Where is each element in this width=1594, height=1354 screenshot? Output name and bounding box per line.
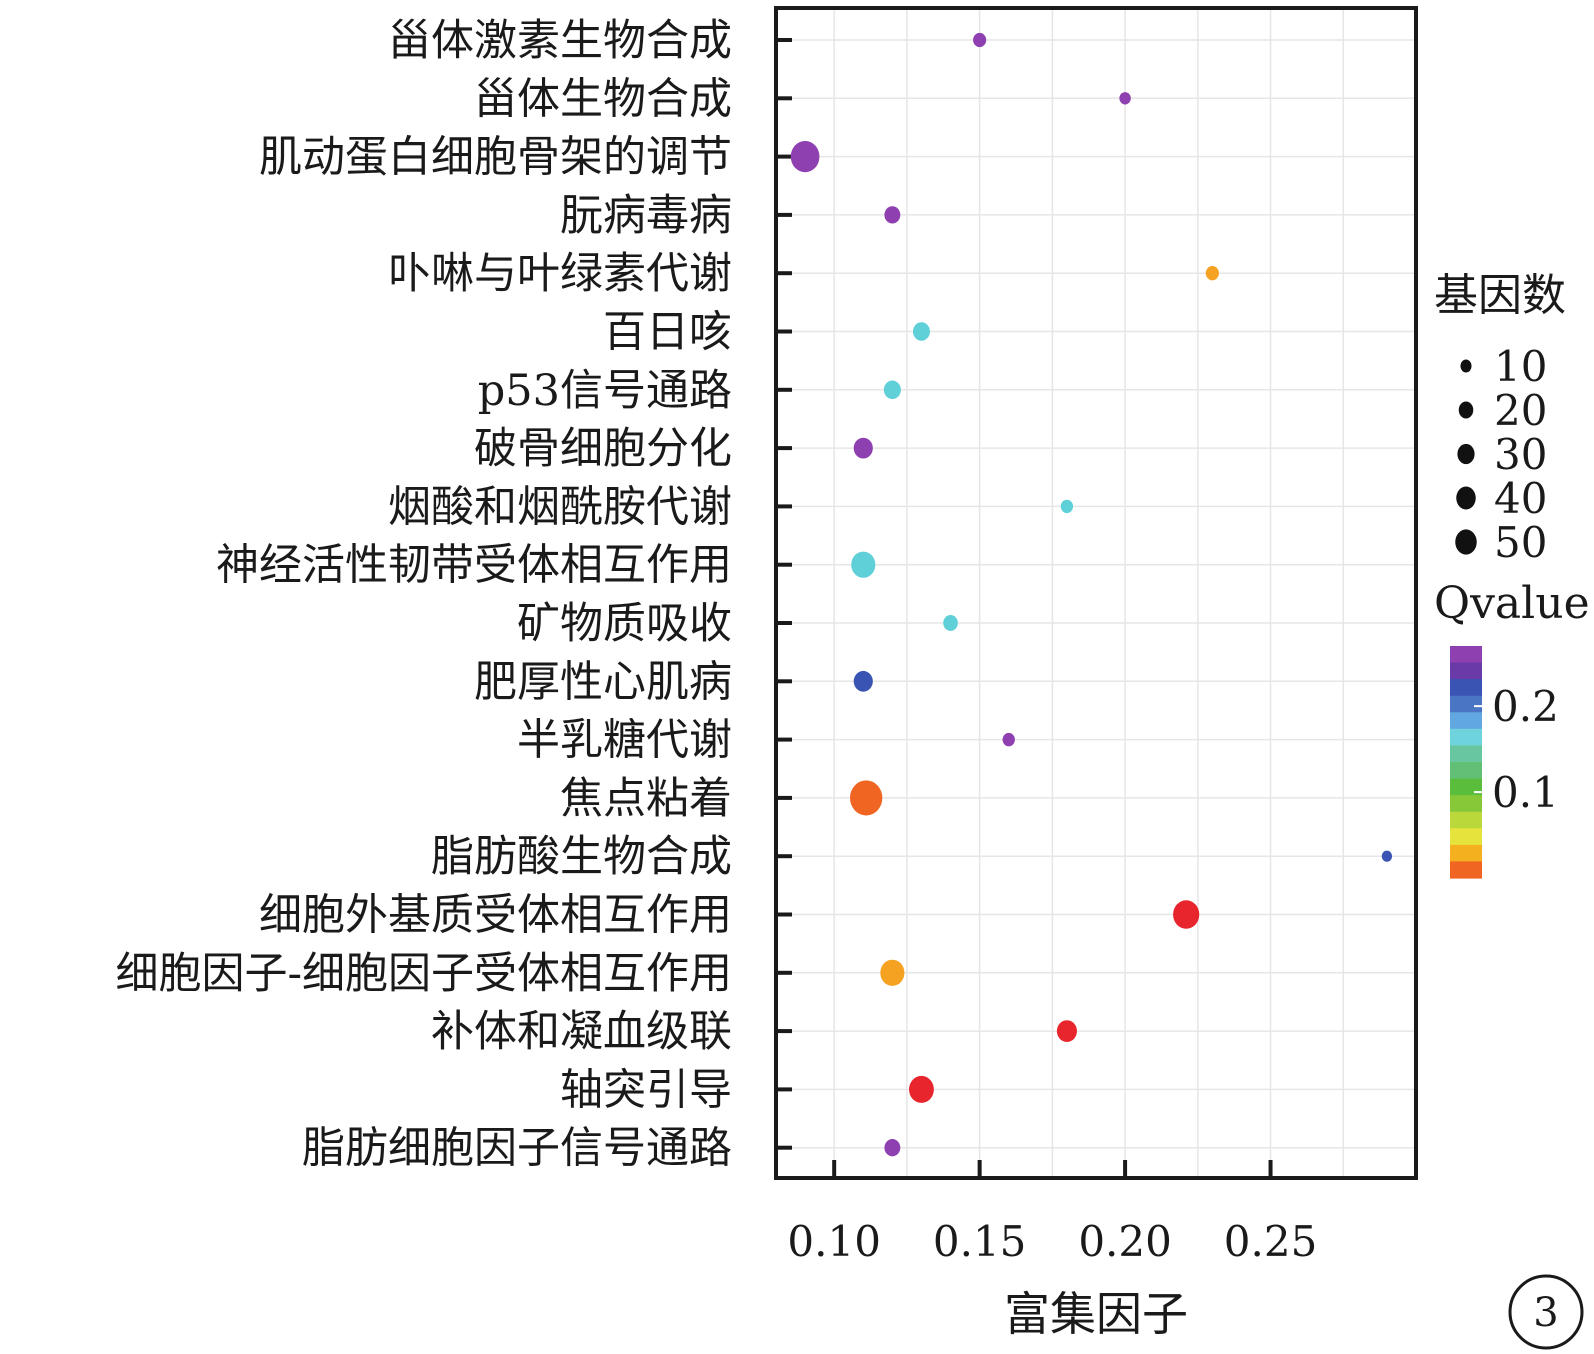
plot-frame — [774, 6, 1418, 1180]
data-point — [1173, 900, 1200, 929]
category-label: 破骨细胞分化 — [474, 424, 732, 474]
category-label: 肥厚性心肌病 — [474, 657, 732, 707]
x-axis-title: 富集因子 — [1004, 1287, 1188, 1341]
data-point — [790, 140, 820, 173]
x-tick-label: 0.20 — [1078, 1217, 1172, 1266]
color-bar-segment — [1450, 778, 1482, 796]
category-label: 补体和凝血级联 — [431, 1007, 732, 1057]
category-label: 轴突引导 — [560, 1065, 732, 1115]
color-legend-label: 0.1 — [1492, 768, 1559, 817]
category-label: 肌动蛋白细胞骨架的调节 — [259, 133, 732, 183]
data-point — [853, 437, 873, 459]
data-point — [851, 551, 876, 578]
size-legend-label: 40 — [1494, 474, 1547, 523]
category-label: 矿物质吸收 — [517, 599, 732, 649]
data-point — [884, 1139, 901, 1157]
y-axis-ticks — [776, 38, 792, 1150]
color-bar-segment — [1450, 745, 1482, 763]
size-legend-dot — [1460, 359, 1472, 373]
color-bar-segment — [1450, 662, 1482, 680]
color-bar-segment — [1450, 811, 1482, 829]
color-bar-segment — [1450, 795, 1482, 813]
panel-badge-circle — [1508, 1274, 1584, 1350]
category-label: 卟啉与叶绿素代谢 — [388, 249, 732, 299]
color-bar-segment — [1450, 646, 1482, 664]
size-legend-label: 20 — [1494, 386, 1547, 435]
size-legend-dot — [1456, 486, 1476, 510]
size-legend-label: 30 — [1494, 430, 1547, 479]
color-bar-segment — [1450, 861, 1482, 879]
x-tick-label: 0.25 — [1224, 1217, 1318, 1266]
data-point — [909, 1075, 934, 1103]
data-point — [943, 615, 958, 631]
size-legend-dot — [1458, 401, 1474, 419]
data-point — [1060, 499, 1074, 514]
data-point — [1381, 850, 1393, 862]
panel-badge: 3 — [1508, 1274, 1584, 1350]
color-bar-segment — [1450, 679, 1482, 697]
data-point — [850, 780, 883, 816]
data-point — [1002, 732, 1015, 747]
category-label: 神经活性韧带受体相互作用 — [216, 541, 732, 591]
category-label: 细胞因子-细胞因子受体相互作用 — [115, 949, 732, 999]
y-axis-category-labels: 甾体激素生物合成甾体生物合成肌动蛋白细胞骨架的调节朊病毒病卟啉与叶绿素代谢百日咳… — [115, 16, 732, 1174]
color-bar-segment — [1450, 695, 1482, 713]
color-bar-segment — [1450, 712, 1482, 730]
category-label: 甾体生物合成 — [474, 74, 732, 124]
color-bar-segment — [1450, 762, 1482, 780]
size-legend-title: 基因数 — [1434, 270, 1566, 321]
color-bar-segment — [1450, 728, 1482, 747]
color-legend: Qvalue 0.2 0.1 — [1434, 578, 1590, 879]
category-label: 脂肪酸生物合成 — [431, 832, 732, 882]
category-label: 焦点粘着 — [560, 774, 732, 824]
data-point — [1056, 1020, 1077, 1043]
x-axis-ticks: 0.10 0.15 0.20 0.25 — [787, 1160, 1317, 1266]
color-bar-segment — [1450, 828, 1482, 846]
color-legend-label: 0.2 — [1492, 682, 1559, 731]
category-label: 朊病毒病 — [560, 191, 732, 241]
category-label: p53信号通路 — [478, 366, 732, 416]
category-label: 烟酸和烟酰胺代谢 — [388, 482, 732, 532]
x-tick-label: 0.15 — [933, 1217, 1027, 1266]
category-label: 脂肪细胞因子信号通路 — [302, 1124, 732, 1174]
data-point — [1119, 92, 1131, 105]
color-legend-title: Qvalue — [1434, 578, 1590, 629]
category-label: 半乳糖代谢 — [517, 716, 732, 766]
size-legend-label: 50 — [1494, 518, 1547, 567]
grid-lines — [776, 8, 1416, 1178]
data-points — [790, 32, 1393, 1157]
data-point — [883, 380, 901, 400]
size-legend-label: 10 — [1494, 342, 1547, 391]
color-bar-segment — [1450, 844, 1482, 863]
category-label: 细胞外基质受体相互作用 — [259, 891, 732, 941]
data-point — [853, 670, 873, 692]
category-label: 甾体激素生物合成 — [388, 16, 732, 66]
data-point — [884, 206, 901, 224]
data-point — [973, 32, 987, 48]
panel-badge-number: 3 — [1533, 1290, 1558, 1336]
data-point — [880, 959, 905, 986]
data-point — [1205, 266, 1219, 281]
category-label: 百日咳 — [603, 308, 732, 358]
data-point — [912, 322, 930, 341]
size-legend-dot — [1455, 529, 1477, 555]
size-legend-dot — [1457, 443, 1475, 465]
x-tick-label: 0.10 — [787, 1217, 881, 1266]
